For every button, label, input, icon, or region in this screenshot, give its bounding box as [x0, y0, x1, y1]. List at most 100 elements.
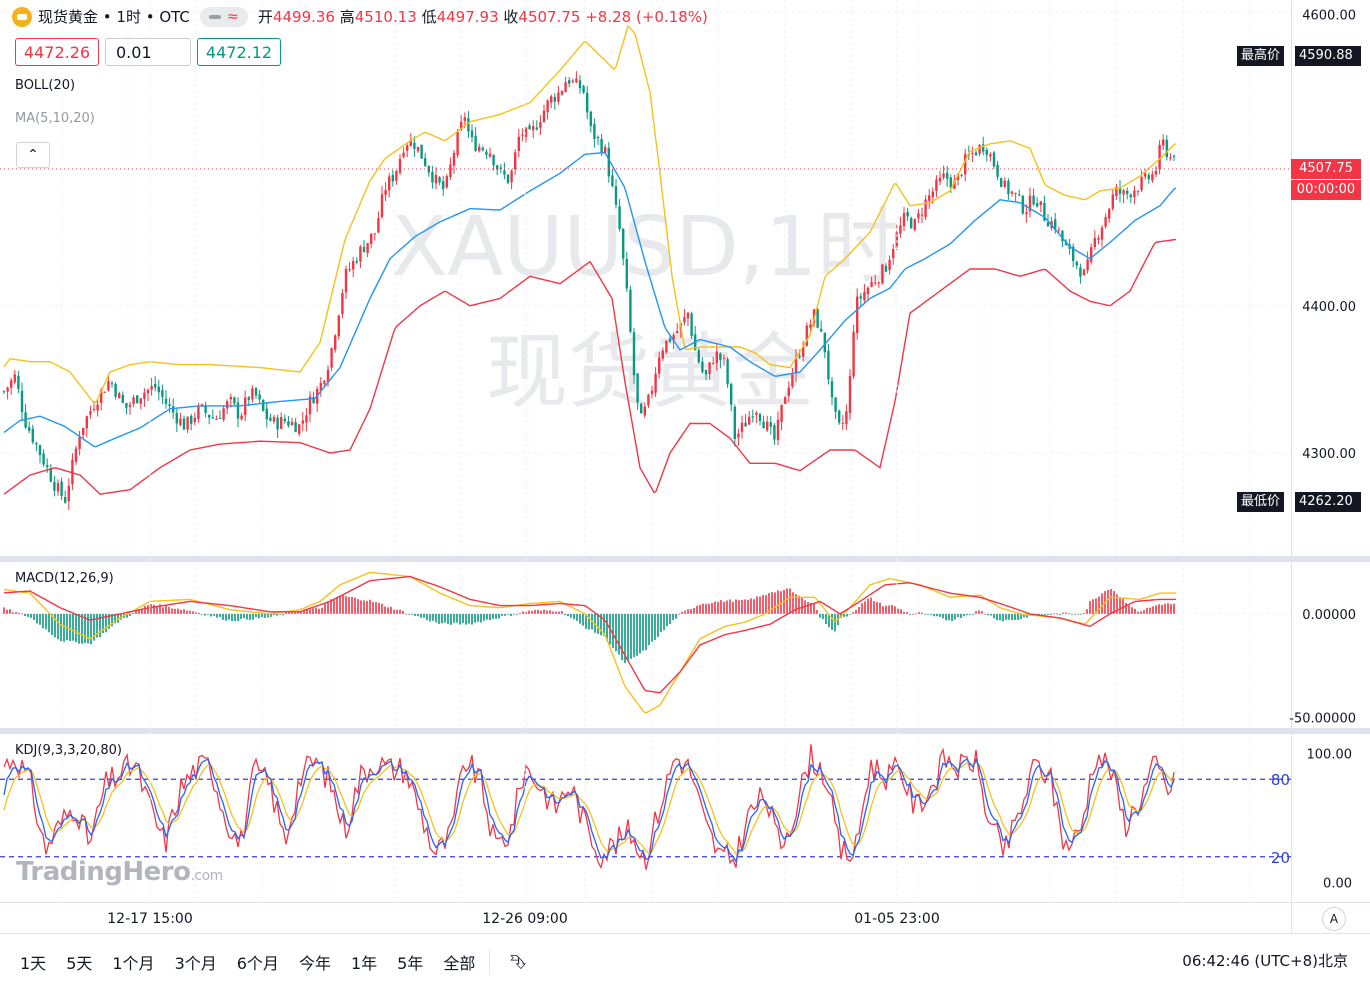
candle-body: [888, 260, 891, 271]
candle-body: [150, 386, 153, 390]
macd-bar: [927, 613, 929, 615]
candle-body: [1003, 180, 1006, 187]
range-1y[interactable]: 1年: [350, 954, 378, 973]
macd-line: [3, 571, 1176, 714]
macd-bar: [1083, 612, 1085, 614]
range-1d[interactable]: 1天: [20, 954, 47, 973]
macd-bar: [720, 600, 722, 614]
macd-bar: [279, 613, 281, 615]
candle-body: [1025, 212, 1028, 215]
candle-body: [1115, 187, 1118, 196]
symbol-name[interactable]: 现货黄金: [38, 8, 99, 26]
range-all[interactable]: 全部: [443, 954, 476, 973]
candle-body: [218, 417, 222, 419]
macd-bar: [1146, 607, 1148, 614]
candle-body: [449, 164, 452, 178]
candle-body: [935, 179, 938, 191]
macd-bar: [765, 595, 767, 614]
candle-body: [787, 387, 790, 397]
candle-body: [172, 406, 175, 413]
range-1m[interactable]: 1个月: [112, 954, 155, 973]
candle-body: [661, 350, 664, 359]
candle-body: [708, 362, 711, 375]
candle-body: [1014, 193, 1017, 195]
candle-body: [1136, 191, 1140, 193]
buy-button[interactable]: 4472.12: [197, 38, 281, 66]
candle-body: [1007, 180, 1010, 195]
minus-icon: [209, 14, 222, 19]
macd-bar: [894, 606, 896, 614]
macd-bar: [774, 592, 776, 614]
range-5d[interactable]: 5天: [66, 954, 93, 973]
market-status-toggle[interactable]: ≈: [199, 6, 248, 27]
boll-indicator-label[interactable]: BOLL(20): [15, 78, 76, 93]
macd-bar: [201, 613, 203, 615]
candle-body: [294, 422, 297, 433]
macd-bar: [1008, 613, 1010, 620]
bottom-toolbar: 1天 5天 1个月 3个月 6个月 今年 1年 5年 全部 ⮷ 06:42:46…: [0, 933, 1370, 990]
candle-body: [722, 357, 726, 359]
candle-body: [1158, 144, 1161, 170]
macd-bar: [1161, 604, 1163, 614]
range-ytd[interactable]: 今年: [298, 954, 331, 973]
clock-timezone[interactable]: 06:42:46 (UTC+8)北京: [1182, 952, 1348, 970]
candle-body: [78, 436, 81, 449]
collapse-indicators-button[interactable]: ⌃: [16, 142, 50, 168]
candle-body: [254, 388, 258, 396]
macd-bar: [489, 613, 491, 621]
macd-bar: [1041, 613, 1043, 615]
candle-body: [528, 125, 531, 130]
candle-body: [1172, 155, 1176, 157]
candle-body: [136, 395, 139, 404]
macd-tick: -50.00000: [1289, 712, 1356, 727]
macd-bar: [15, 612, 17, 614]
macd-bar: [33, 613, 35, 621]
macd-bar: [528, 610, 530, 614]
candle-body: [49, 468, 52, 482]
date-range-icon[interactable]: ⮷: [510, 950, 527, 974]
macd-bar: [72, 613, 74, 641]
candle-body: [953, 180, 956, 189]
range-6m[interactable]: 6个月: [236, 954, 279, 973]
macd-bar: [60, 613, 62, 642]
macd-bar: [369, 599, 371, 614]
macd-bar: [255, 613, 257, 618]
macd-bar: [1065, 612, 1067, 614]
range-5y[interactable]: 5年: [397, 954, 424, 973]
macd-indicator-label[interactable]: MACD(12,26,9): [15, 571, 114, 586]
macd-bar: [705, 603, 707, 614]
macd-bar: [432, 613, 434, 621]
candle-body: [1122, 190, 1125, 195]
kdj-tick: 100.00: [1307, 747, 1353, 762]
auto-scale-button[interactable]: A: [1322, 907, 1346, 931]
candle-body: [226, 401, 229, 409]
macd-bar: [771, 592, 773, 614]
macd-bar: [1140, 611, 1142, 614]
candle-body: [643, 406, 646, 416]
kdj-level-label: 20: [1271, 849, 1290, 867]
candle-body: [632, 332, 636, 376]
candle-body: [463, 117, 466, 121]
ma-indicator-label[interactable]: MA(5,10,20): [15, 111, 95, 126]
quantity-input[interactable]: 0.01: [105, 38, 191, 66]
sell-button[interactable]: 4472.26: [15, 38, 99, 66]
chart-canvas[interactable]: XAUUSD,1时现货黄金4300.004400.004600.000.0000…: [0, 0, 1370, 933]
candle-body: [211, 417, 214, 419]
candle-body: [96, 404, 99, 411]
kdj-indicator-label[interactable]: KDJ(9,3,3,20,80): [15, 743, 122, 758]
macd-bar: [639, 613, 641, 654]
candle-body: [161, 390, 164, 397]
candle-body: [233, 397, 236, 404]
macd-bar: [87, 613, 89, 644]
candle-body: [200, 404, 204, 406]
macd-bar: [78, 613, 80, 644]
last-price-label: 4507.75: [1291, 159, 1361, 179]
candle-body: [748, 416, 751, 425]
range-3m[interactable]: 3个月: [174, 954, 217, 973]
candle-body: [737, 433, 740, 438]
macd-bar: [39, 613, 41, 625]
candle-body: [146, 389, 150, 394]
macd-bar: [945, 613, 947, 621]
macd-bar: [300, 611, 302, 614]
candle-body: [535, 127, 538, 130]
